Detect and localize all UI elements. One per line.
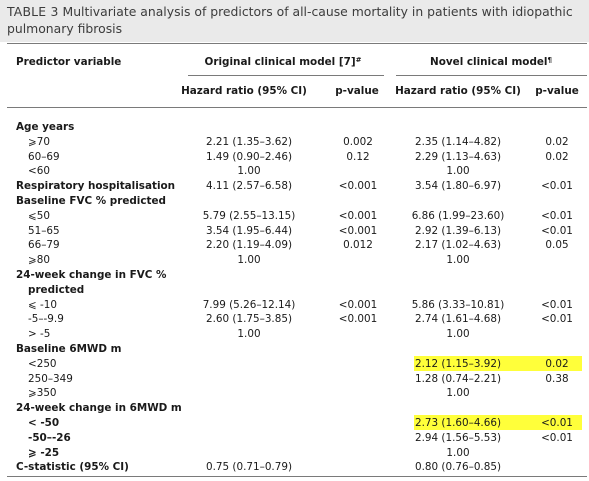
cell-novel-hr: 2.35 (1.14–4.82) <box>414 136 502 148</box>
cell-novel-hr: 1.28 (0.74–2.21) <box>414 373 502 385</box>
cell-novel-hr: 0.80 (0.76–0.85) <box>414 461 502 473</box>
cell-novel-p: 0.02 <box>545 151 569 163</box>
row-label: -50–-26 <box>28 432 71 444</box>
row-label: Respiratory hospitalisation <box>16 180 176 192</box>
header-orig-hr: Hazard ratio (95% CI) <box>181 85 307 97</box>
cell-orig-p: 0.002 <box>343 136 373 148</box>
cell-novel-hr: 2.73 (1.60–4.66) <box>414 417 502 429</box>
row-label: predicted <box>28 284 85 296</box>
highlight-novel-p <box>502 356 582 371</box>
original-model-rule <box>188 75 384 76</box>
table-caption-text: Multivariate analysis of predictors of a… <box>7 4 573 36</box>
row-label: ⩾ -25 <box>28 447 60 459</box>
cell-orig-hr: 3.54 (1.95–6.44) <box>205 225 293 237</box>
cell-novel-p: <0.01 <box>541 417 573 429</box>
cell-orig-p: 0.12 <box>346 151 370 163</box>
header-novel-sup: ¶ <box>547 56 552 64</box>
novel-model-rule <box>396 75 587 76</box>
cell-novel-hr: 6.86 (1.99–23.60) <box>411 210 505 222</box>
row-label: C-statistic (95% CI) <box>16 461 129 473</box>
row-label: 24-week change in 6MWD m <box>16 402 182 414</box>
cell-orig-hr: 4.11 (2.57–6.58) <box>205 180 293 192</box>
table-label: TABLE 3 <box>7 4 59 19</box>
cell-novel-hr: 3.54 (1.80–6.97) <box>414 180 502 192</box>
cell-orig-hr: 5.79 (2.55–13.15) <box>202 210 296 222</box>
row-label: <250 <box>28 358 57 370</box>
cell-novel-hr: 2.12 (1.15–3.92) <box>414 358 502 370</box>
cell-orig-p: <0.001 <box>338 210 378 222</box>
cell-novel-p: 0.38 <box>545 373 569 385</box>
row-label: ⩾70 <box>28 136 50 148</box>
header-predictor: Predictor variable <box>16 56 122 68</box>
cell-orig-hr: 2.60 (1.75–3.85) <box>205 313 293 325</box>
cell-orig-hr: 0.75 (0.71–0.79) <box>205 461 293 473</box>
cell-novel-hr: 2.94 (1.56–5.53) <box>414 432 502 444</box>
cell-orig-hr: 1.00 <box>237 328 261 340</box>
row-label: Baseline FVC % predicted <box>16 195 166 207</box>
header-novel-p: p-value <box>535 85 579 97</box>
bottom-rule <box>7 476 587 477</box>
row-label: -5–-9.9 <box>28 313 64 325</box>
row-label: ⩽50 <box>28 210 50 222</box>
cell-orig-p: 0.012 <box>343 239 373 251</box>
cell-novel-p: <0.01 <box>541 432 573 444</box>
row-label: Age years <box>16 121 75 133</box>
header-novel-hr: Hazard ratio (95% CI) <box>395 85 521 97</box>
cell-novel-p: <0.01 <box>541 210 573 222</box>
cell-orig-hr: 2.20 (1.19–4.09) <box>205 239 293 251</box>
header-original-sup: # <box>355 56 362 64</box>
cell-novel-hr: 1.00 <box>446 165 470 177</box>
cell-novel-hr: 5.86 (3.33–10.81) <box>411 299 505 311</box>
cell-novel-p: <0.01 <box>541 180 573 192</box>
row-label: > -5 <box>28 328 51 340</box>
cell-novel-p: 0.02 <box>545 358 569 370</box>
header-novel-model-label: Novel clinical model <box>430 56 548 68</box>
cell-novel-hr: 1.00 <box>446 254 470 266</box>
cell-novel-p: <0.01 <box>541 299 573 311</box>
cell-novel-p: 0.05 <box>545 239 569 251</box>
row-label: 66–79 <box>28 239 60 251</box>
cell-orig-p: <0.001 <box>338 299 378 311</box>
cell-novel-p: 0.02 <box>545 136 569 148</box>
cell-orig-hr: 7.99 (5.26–12.14) <box>202 299 296 311</box>
row-label: Baseline 6MWD m <box>16 343 122 355</box>
cell-orig-hr: 1.00 <box>237 254 261 266</box>
cell-orig-hr: 2.21 (1.35–3.62) <box>205 136 293 148</box>
header-novel-model: Novel clinical model¶ <box>430 55 552 69</box>
cell-novel-hr: 2.17 (1.02–4.63) <box>414 239 502 251</box>
highlight-novel-hr <box>414 356 502 371</box>
row-label: 250–349 <box>28 373 73 385</box>
header-original-model-label: Original clinical model [7] <box>204 56 356 68</box>
cell-novel-hr: 2.74 (1.61–4.68) <box>414 313 502 325</box>
highlight-novel-p <box>502 415 582 430</box>
header-original-model: Original clinical model [7]# <box>205 55 362 69</box>
row-label: ⩾80 <box>28 254 50 266</box>
cell-orig-hr: 1.49 (0.90–2.46) <box>205 151 293 163</box>
cell-orig-p: <0.001 <box>338 180 378 192</box>
cell-novel-p: <0.01 <box>541 313 573 325</box>
row-label: 51–65 <box>28 225 60 237</box>
cell-orig-p: <0.001 <box>338 225 378 237</box>
top-rule <box>7 43 587 44</box>
header-orig-p: p-value <box>335 85 379 97</box>
cell-orig-p: <0.001 <box>338 313 378 325</box>
cell-novel-hr: 2.29 (1.13–4.63) <box>414 151 502 163</box>
highlight-novel-hr <box>414 415 502 430</box>
header-bottom-rule <box>7 107 587 108</box>
cell-novel-hr: 1.00 <box>446 447 470 459</box>
row-label: 24-week change in FVC % <box>16 269 167 281</box>
cell-novel-hr: 2.92 (1.39–6.13) <box>414 225 502 237</box>
cell-novel-hr: 1.00 <box>446 328 470 340</box>
row-label: ⩾350 <box>28 387 57 399</box>
cell-orig-hr: 1.00 <box>237 165 261 177</box>
row-label: 60–69 <box>28 151 60 163</box>
cell-novel-hr: 1.00 <box>446 387 470 399</box>
row-label: ⩽ -10 <box>28 299 57 311</box>
cell-novel-p: <0.01 <box>541 225 573 237</box>
row-label: <60 <box>28 165 50 177</box>
table-caption: TABLE 3 Multivariate analysis of predict… <box>0 0 589 42</box>
row-label: < -50 <box>28 417 60 429</box>
